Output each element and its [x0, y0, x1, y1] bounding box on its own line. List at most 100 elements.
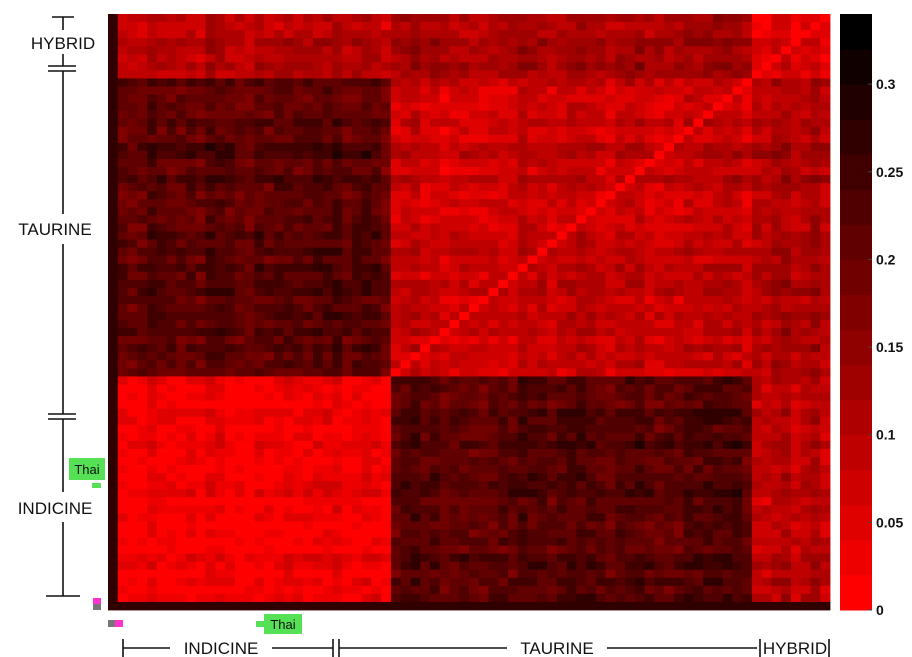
heatmap-cell [751, 191, 763, 200]
heatmap-cell [410, 328, 421, 337]
heatmap-cell [478, 320, 489, 329]
heatmap-cell [156, 78, 167, 87]
heatmap-cell [312, 295, 324, 305]
heatmap-cell [732, 352, 743, 361]
heatmap-cell [790, 70, 802, 79]
heatmap-cell [225, 54, 236, 63]
heatmap-cell [654, 167, 665, 176]
heatmap-cell [137, 352, 148, 361]
heatmap-cell [547, 150, 558, 160]
heatmap-cell [547, 142, 558, 152]
heatmap-cell [264, 440, 275, 450]
heatmap-cell [342, 14, 353, 23]
heatmap-cell [108, 295, 119, 305]
heatmap-cell [225, 279, 236, 289]
heatmap-cell [693, 62, 704, 71]
heatmap-cell [615, 320, 626, 329]
heatmap-cell [390, 344, 402, 353]
heatmap-cell [410, 22, 421, 31]
heatmap-cell [781, 271, 792, 281]
heatmap-cell [761, 263, 772, 273]
heatmap-cell [351, 191, 363, 200]
heatmap-cell [459, 465, 470, 474]
heatmap-cell [537, 320, 548, 329]
heatmap-cell [712, 456, 724, 466]
heatmap-cell [586, 424, 597, 434]
heatmap-cell [342, 553, 353, 563]
heatmap-cell [595, 456, 606, 466]
heatmap-cell [712, 537, 724, 546]
heatmap-cell [654, 70, 665, 79]
heatmap-cell [820, 400, 831, 410]
heatmap-cell [195, 424, 206, 434]
heatmap-cell [566, 78, 577, 87]
heatmap-cell [195, 545, 206, 555]
heatmap-cell [508, 70, 519, 79]
heatmap-cell [381, 271, 392, 281]
heatmap-cell [771, 505, 782, 514]
heatmap-cell [273, 126, 285, 136]
heatmap-cell [517, 392, 528, 401]
heatmap-cell [137, 456, 148, 466]
heatmap-cell [147, 416, 158, 426]
heatmap-cell [654, 191, 665, 200]
heatmap-cell [703, 424, 714, 434]
heatmap-cell [566, 175, 577, 184]
heatmap-cell [751, 448, 763, 458]
heatmap-cell [264, 167, 275, 176]
heatmap-cell [371, 497, 382, 506]
heatmap-cell [429, 183, 441, 192]
heatmap-cell [195, 320, 206, 329]
heatmap-cell [244, 456, 255, 466]
heatmap-cell [264, 384, 275, 393]
heatmap-cell [508, 150, 519, 160]
heatmap-cell [449, 271, 460, 281]
heatmap-cell [517, 38, 528, 47]
heatmap-cell [342, 320, 353, 329]
heatmap-cell [312, 320, 324, 329]
heatmap-cell [283, 312, 294, 321]
heatmap-cell [176, 424, 187, 434]
heatmap-cell [683, 279, 694, 289]
heatmap-cell [810, 199, 821, 208]
heatmap-cell [488, 320, 499, 329]
heatmap-cell [693, 118, 704, 128]
heatmap-cell [127, 312, 138, 321]
heatmap-cell [732, 408, 743, 418]
heatmap-cell [469, 14, 480, 23]
heatmap-cell [186, 191, 197, 200]
heatmap-cell [137, 408, 148, 418]
heatmap-cell [576, 175, 587, 184]
heatmap-cell [429, 158, 441, 168]
heatmap-cell [576, 513, 587, 522]
heatmap-cell [537, 247, 548, 257]
heatmap-cell [351, 392, 363, 401]
heatmap-cell [673, 175, 685, 184]
heatmap-cell [761, 489, 772, 498]
heatmap-cell [693, 497, 704, 506]
heatmap-cell [176, 400, 187, 410]
heatmap-cell [127, 448, 138, 458]
heatmap-cell [566, 344, 577, 353]
heatmap-cell [342, 78, 353, 87]
heatmap-cell [595, 175, 606, 184]
heatmap-cell [176, 183, 187, 192]
heatmap-cell [127, 255, 138, 265]
heatmap-cell [429, 465, 441, 474]
heatmap-cell [800, 497, 811, 506]
heatmap-cell [254, 545, 265, 555]
heatmap-cell [703, 247, 714, 257]
heatmap-cell [449, 94, 460, 103]
heatmap-cell [732, 54, 743, 63]
heatmap-cell [654, 473, 665, 482]
heatmap-cell [429, 440, 441, 450]
heatmap-cell [722, 223, 733, 232]
heatmap-cell [117, 360, 128, 369]
heatmap-cell [547, 134, 558, 144]
heatmap-cell [273, 440, 285, 450]
heatmap-cell [810, 312, 821, 321]
heatmap-cell [264, 207, 275, 216]
heatmap-cell [215, 352, 226, 361]
heatmap-cell [595, 328, 606, 337]
heatmap-cell [195, 392, 206, 401]
